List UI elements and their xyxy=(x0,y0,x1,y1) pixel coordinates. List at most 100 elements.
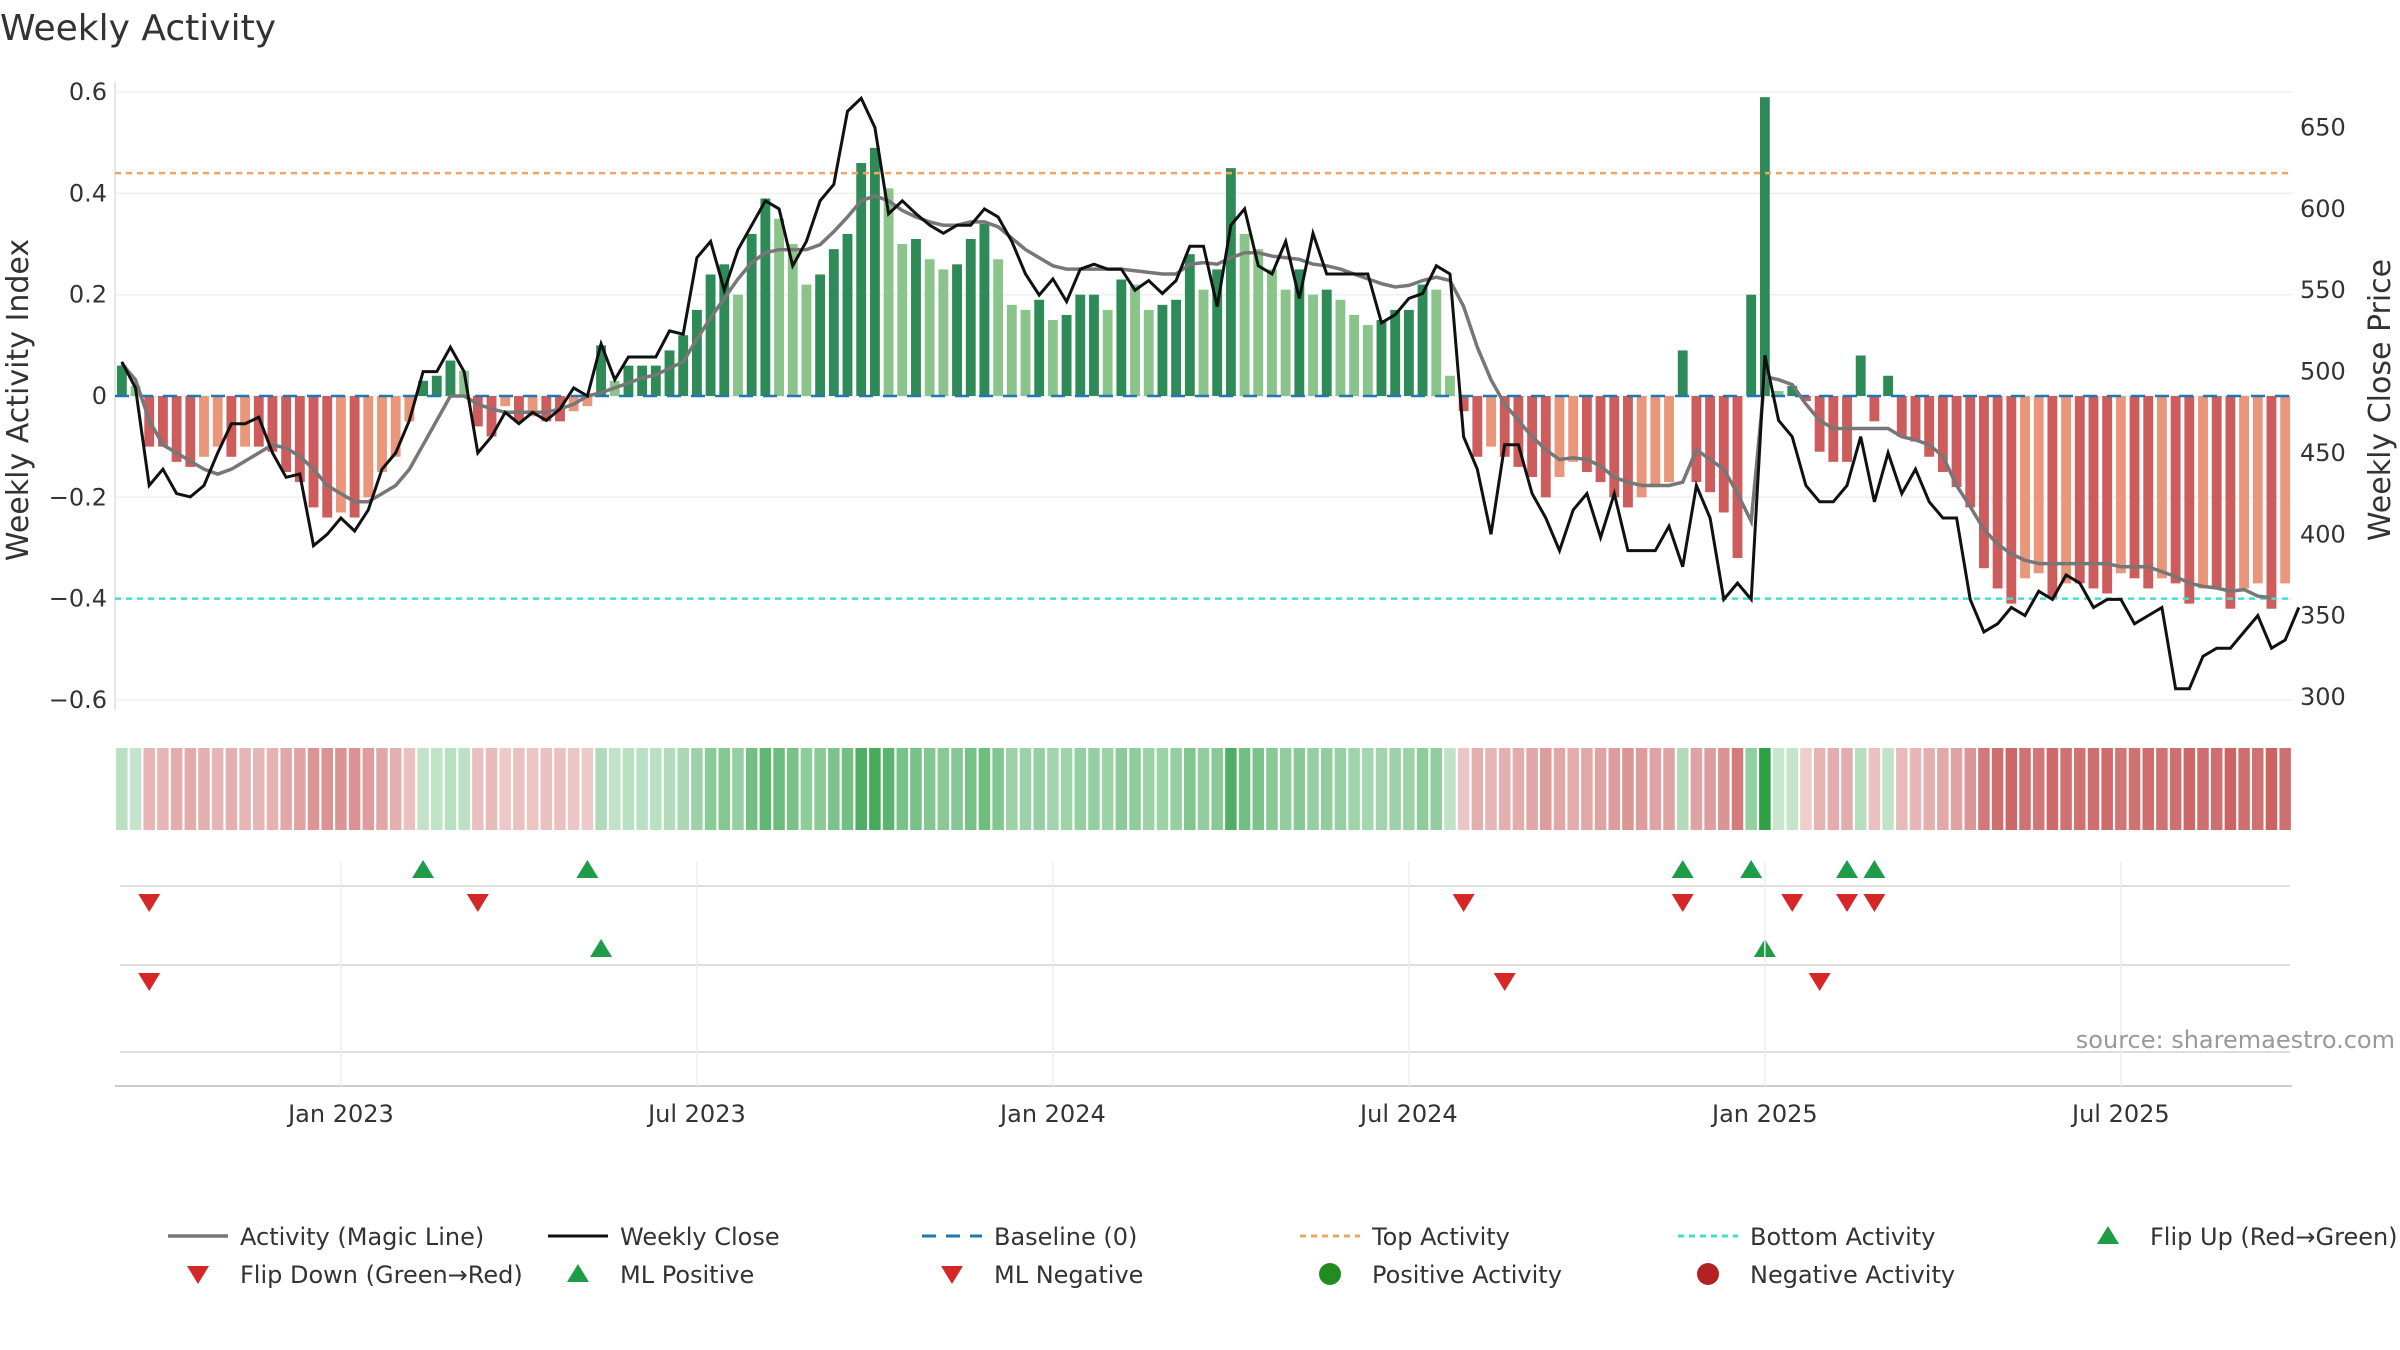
activity-bar xyxy=(1595,396,1606,483)
weekly-close-line xyxy=(120,95,2301,691)
y-tick-label: −0.6 xyxy=(49,686,107,714)
strip-cell xyxy=(472,748,484,830)
activity-bar xyxy=(1239,233,1250,396)
ml-negative-marker xyxy=(1808,973,1831,991)
strip-cell xyxy=(2183,748,2196,830)
strip-cell xyxy=(1471,748,1484,830)
y-tick-label: 0 xyxy=(92,382,107,410)
activity-bar xyxy=(582,396,593,407)
activity-bar xyxy=(1403,309,1414,396)
strip-cell xyxy=(1772,748,1785,830)
legend-label: Positive Activity xyxy=(1372,1261,1562,1289)
strip-cell xyxy=(1813,748,1826,830)
strip-cell xyxy=(1745,748,1757,830)
activity-bar xyxy=(2006,396,2017,604)
strip-cell xyxy=(2252,748,2264,830)
strip-cell xyxy=(225,748,238,830)
strip-cell xyxy=(2115,748,2127,830)
strip-cell xyxy=(1019,748,1032,830)
activity-bar xyxy=(2074,396,2085,584)
flip-down-marker xyxy=(1671,894,1694,912)
strip-cell xyxy=(1101,748,1114,830)
activity-bar xyxy=(1759,97,1770,397)
activity-bar xyxy=(513,396,524,422)
strip-cell xyxy=(1115,748,1128,830)
activity-bar xyxy=(1540,396,1551,498)
strip-cell xyxy=(170,748,183,830)
x-tick-label: Jan 2024 xyxy=(998,1100,1106,1128)
y-axis-ticks: 0.6 0.4 0.2 0 −0.2 −0.4 −0.6 xyxy=(49,78,107,714)
strip-cell xyxy=(581,748,594,830)
legend-label: Weekly Close xyxy=(620,1223,780,1251)
flip-up-marker xyxy=(576,860,599,878)
activity-bar xyxy=(1089,294,1099,396)
activity-bar xyxy=(1212,269,1223,396)
activity-bar xyxy=(486,396,497,437)
strip-cell xyxy=(526,748,539,830)
strip-cell xyxy=(814,748,826,830)
activity-bar xyxy=(1130,284,1140,396)
activity-bar xyxy=(1883,375,1894,396)
y-tick-label: −0.2 xyxy=(49,483,107,511)
y2-tick-label: 500 xyxy=(2300,358,2346,386)
activity-bar xyxy=(979,223,990,396)
strip-cell xyxy=(609,748,621,830)
activity-bar xyxy=(1486,396,1496,447)
activity-strip xyxy=(116,748,2291,830)
strip-cell xyxy=(1800,748,1812,830)
y2-axis-label: Weekly Close Price xyxy=(2363,259,2398,541)
strip-cell xyxy=(650,748,662,830)
strip-cell xyxy=(1389,748,1401,830)
strip-cell xyxy=(348,748,361,830)
strip-cell xyxy=(253,748,265,830)
strip-cell xyxy=(1868,748,1881,830)
activity-bar xyxy=(1458,396,1469,412)
activity-bar xyxy=(965,239,976,396)
activity-bar xyxy=(1225,168,1236,396)
strip-cell xyxy=(2101,748,2113,830)
strip-cell xyxy=(567,748,580,830)
strip-cell xyxy=(280,748,292,830)
y-tick-label: −0.4 xyxy=(49,585,107,613)
strip-cell xyxy=(910,748,922,830)
activity-bar xyxy=(938,269,949,396)
strip-cell xyxy=(266,748,279,830)
strip-cell xyxy=(978,748,991,830)
chart-title: Weekly Activity xyxy=(0,8,276,49)
activity-bar xyxy=(924,259,935,396)
strip-cell xyxy=(622,748,635,830)
legend-label: Bottom Activity xyxy=(1750,1223,1935,1251)
strip-cell xyxy=(1320,748,1333,830)
strip-cell xyxy=(1896,748,1908,830)
strip-cell xyxy=(1156,748,1169,830)
activity-bar xyxy=(1349,314,1360,396)
strip-cell xyxy=(2019,748,2031,830)
strip-cell xyxy=(499,748,511,830)
activity-bar xyxy=(1951,396,1962,488)
strip-cell xyxy=(1991,748,2004,830)
flip-down-marker xyxy=(1452,894,1475,912)
strip-cell xyxy=(1923,748,1935,830)
activity-bars xyxy=(116,97,2291,609)
strip-cell xyxy=(1129,748,1141,830)
strip-cell xyxy=(828,748,840,830)
strip-cell xyxy=(1362,748,1374,830)
strip-cell xyxy=(1635,748,1648,830)
strip-cell xyxy=(1854,748,1867,830)
strip-cell xyxy=(417,748,429,830)
activity-bar xyxy=(1445,375,1455,396)
strip-cell xyxy=(1348,748,1360,830)
activity-bar xyxy=(1623,396,1633,508)
strip-cell xyxy=(923,748,936,830)
activity-bar xyxy=(2102,396,2113,594)
strip-cell xyxy=(992,748,1004,830)
activity-bar xyxy=(1006,304,1017,396)
activity-bar xyxy=(349,396,360,518)
activity-bar xyxy=(705,274,716,396)
activity-bar xyxy=(1061,314,1072,396)
activity-bar xyxy=(623,365,634,396)
strip-cell xyxy=(1033,748,1045,830)
strip-cell xyxy=(362,748,375,830)
legend-swatch xyxy=(2097,1226,2119,1244)
strip-cell xyxy=(718,748,731,830)
